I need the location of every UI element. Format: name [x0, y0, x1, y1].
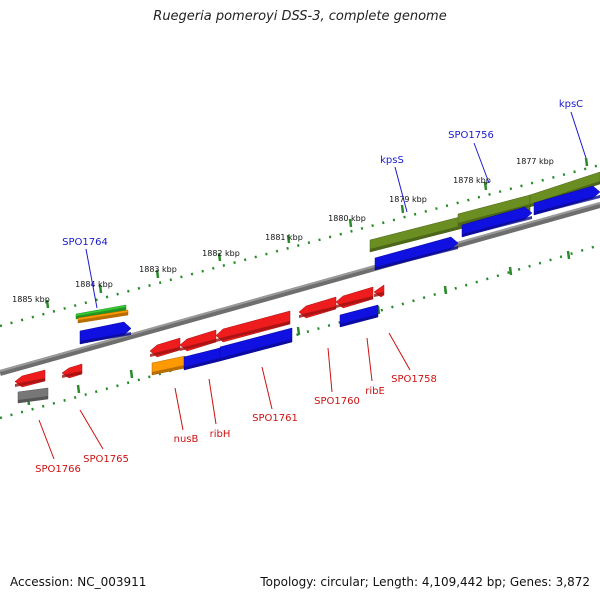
genome-backbone-highlight	[0, 202, 600, 372]
gene-leader-line	[570, 111, 587, 159]
tick-mark	[483, 181, 488, 191]
gene-nusB-red-shade	[150, 347, 180, 357]
tick-label: 1882 kbp	[202, 249, 240, 258]
tick-mark	[217, 252, 222, 262]
tick-mark	[76, 384, 81, 394]
gene-SPO1765-shade	[62, 371, 82, 378]
gene-SPO1761-shade	[220, 339, 292, 361]
tick-mark	[155, 269, 160, 279]
gene-SPO1756-shade	[458, 204, 530, 226]
gene-ribE-blue-shade	[340, 314, 378, 327]
gene-label-SPO1761: SPO1761	[252, 413, 298, 424]
gene-leader-line	[261, 366, 273, 410]
accession-text: Accession: NC_003911	[10, 575, 147, 589]
gene-ribE-shade	[336, 296, 373, 308]
gene-nusB-shade	[152, 365, 185, 375]
tick-label: 1884 kbp	[75, 280, 113, 289]
gene-leader-line	[394, 166, 408, 213]
tick-mark	[566, 250, 571, 260]
tick-mark	[584, 157, 589, 167]
gene-SPO1766-red-shade	[15, 378, 45, 387]
tick-label: 1880 kbp	[328, 214, 366, 223]
tick-mark	[400, 204, 405, 214]
tick-label: 1879 kbp	[389, 195, 427, 204]
gene-label-ribH: ribH	[210, 429, 231, 440]
gene-SPO1764-shade	[80, 332, 131, 344]
tick-label: 1885 kbp	[12, 295, 50, 304]
gene-ribH-red-shade	[180, 339, 216, 351]
gene-label-SPO1758: SPO1758	[391, 374, 437, 385]
gene-leader-line	[174, 387, 184, 431]
gene-SPO1760-shade	[299, 306, 336, 318]
gene-label-kpsC: kpsC	[559, 99, 583, 110]
tick-mark	[98, 284, 103, 294]
gene-label-ribE: ribE	[365, 386, 385, 397]
gene-SPO1766-shade	[18, 396, 48, 403]
gene-SPO1758-shade	[374, 292, 384, 297]
gene-blue-forward-2-shade	[462, 216, 532, 237]
tick-label: 1878 kbp	[453, 176, 491, 185]
tick-mark	[286, 234, 291, 244]
gene-leader-line	[38, 419, 55, 460]
gene-SPO1764-green-shade	[76, 307, 126, 319]
tick-label: 1881 kbp	[265, 233, 303, 242]
tick-label: 1877 kbp	[516, 157, 554, 166]
tick-mark	[129, 369, 134, 379]
tick-label: 1883 kbp	[139, 265, 177, 274]
gene-leader-line	[208, 378, 217, 425]
gene-SPO1761-red-shade	[216, 321, 290, 342]
gene-label-SPO1766: SPO1766	[35, 464, 81, 475]
tick-mark	[296, 326, 301, 336]
gene-label-SPO1756: SPO1756	[448, 130, 494, 141]
gene-label-SPO1760: SPO1760	[314, 396, 360, 407]
gene-leader-line	[85, 248, 98, 309]
tick-mark	[443, 285, 448, 295]
gene-label-SPO1764: SPO1764	[62, 237, 108, 248]
gene-SPO1761-red	[215, 310, 291, 343]
gene-leader-line	[366, 337, 373, 382]
tick-mark	[348, 218, 353, 228]
gene-label-SPO1765: SPO1765	[83, 454, 129, 465]
reverse-tick-track	[0, 243, 600, 420]
gene-SPO1764-orange-shade	[78, 312, 128, 323]
tick-mark	[45, 299, 50, 309]
gene-label-kpsS: kpsS	[380, 155, 404, 166]
gene-leader-line	[327, 347, 333, 393]
tick-mark	[508, 266, 513, 276]
gene-leader-line	[79, 409, 104, 450]
genome-backbone	[0, 202, 600, 376]
gene-blue-forward-3-shade	[534, 195, 600, 215]
gene-label-nusB: nusB	[174, 434, 199, 445]
genome-title: Ruegeria pomeroyi DSS-3, complete genome	[153, 9, 447, 24]
genome-summary-text: Topology: circular; Length: 4,109,442 bp…	[260, 575, 590, 589]
gene-leader-line	[473, 142, 490, 184]
gene-ribH-shade	[184, 358, 220, 370]
gene-blue-forward-1-shade	[375, 246, 458, 270]
gene-leader-line	[388, 332, 411, 371]
